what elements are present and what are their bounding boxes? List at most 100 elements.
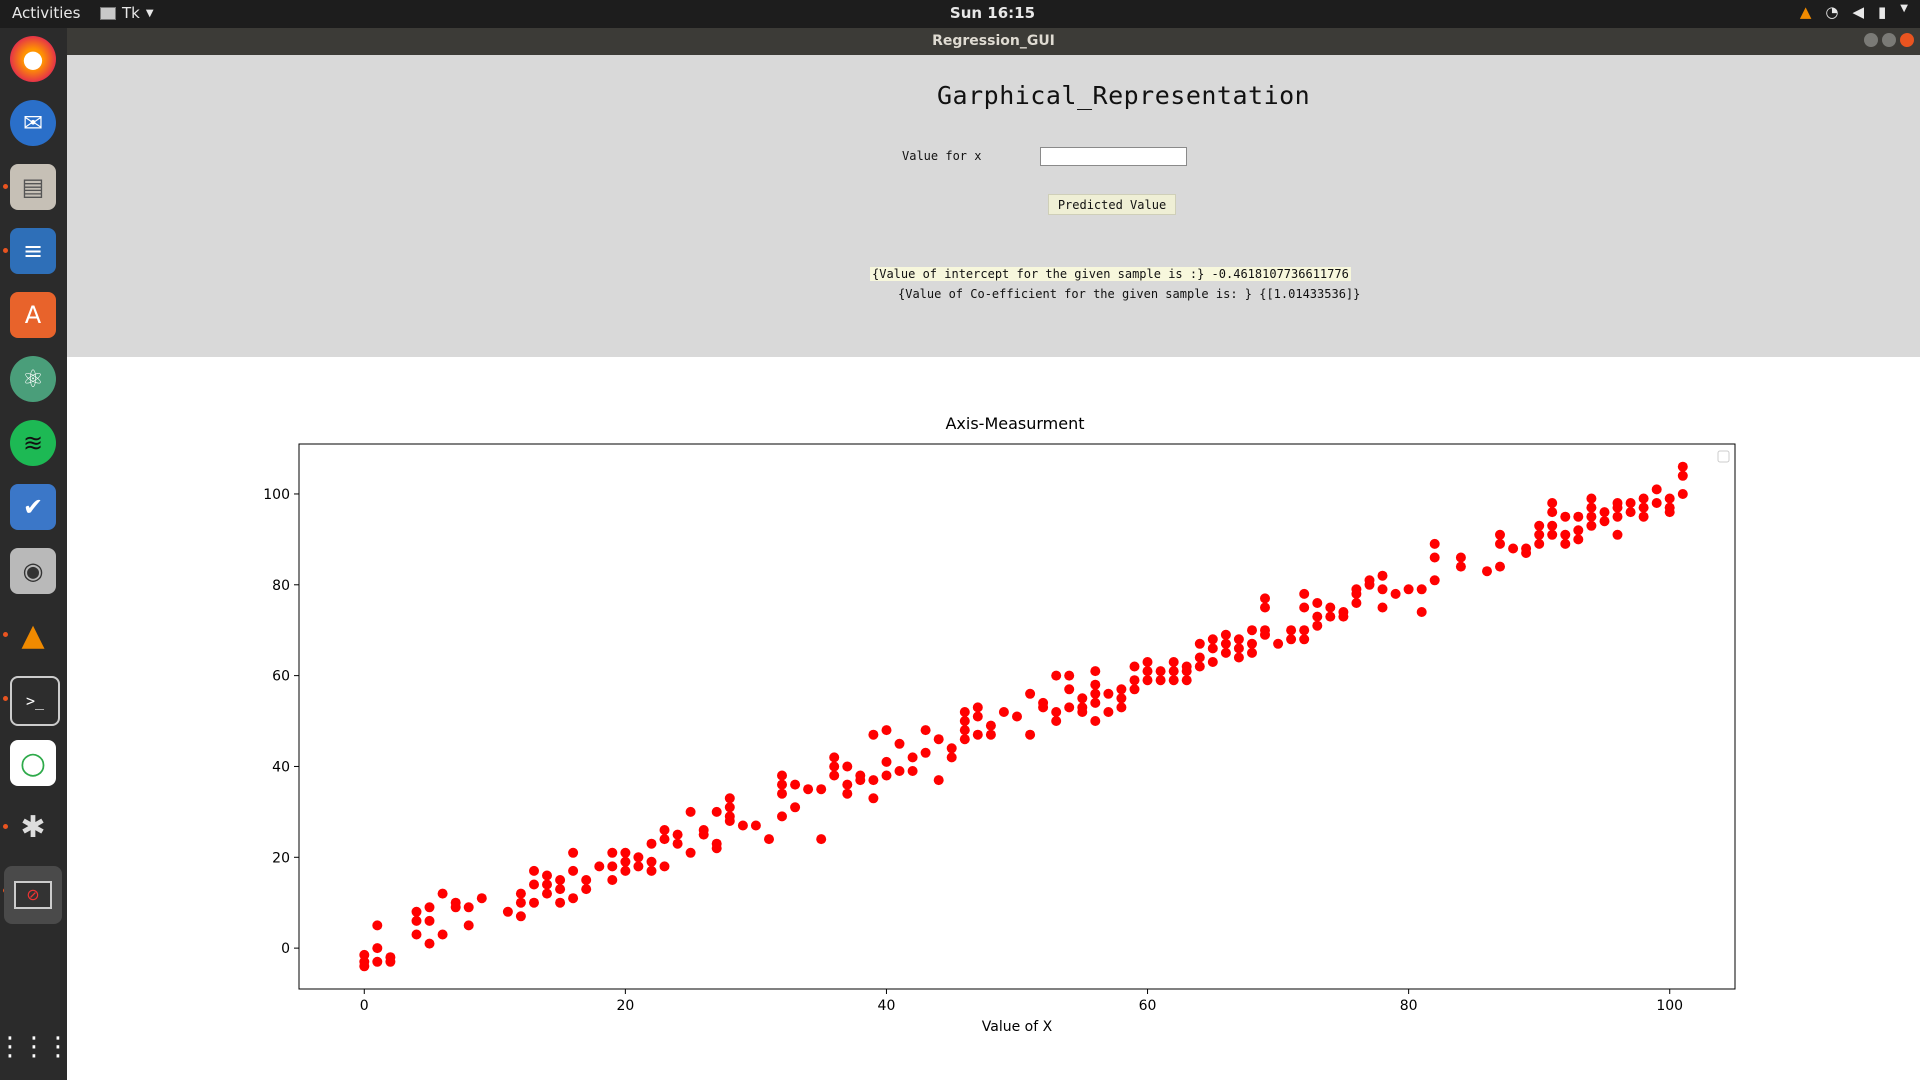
data-point xyxy=(1586,502,1597,513)
data-point xyxy=(1168,657,1179,667)
coefficient-result: {Value of Co-efficient for the given sam… xyxy=(898,287,1361,301)
spotify-icon[interactable]: ≋ xyxy=(10,420,56,466)
data-point xyxy=(685,847,696,858)
data-point xyxy=(607,861,618,872)
data-point xyxy=(1233,643,1244,654)
data-point xyxy=(1625,498,1636,508)
data-point xyxy=(542,888,552,899)
data-point xyxy=(1664,493,1675,504)
data-point xyxy=(1429,538,1440,549)
data-point xyxy=(1260,593,1270,604)
data-point xyxy=(972,711,983,722)
x-tick-label: 80 xyxy=(1400,998,1418,1014)
data-point xyxy=(1651,484,1662,495)
data-point xyxy=(1064,670,1075,681)
data-point xyxy=(933,775,944,786)
vlc-tray-icon[interactable]: ▲ xyxy=(1799,3,1812,21)
data-point xyxy=(698,829,709,840)
data-point xyxy=(633,852,644,863)
data-point xyxy=(502,906,513,917)
data-point xyxy=(1220,629,1231,640)
data-point xyxy=(672,829,683,840)
data-point xyxy=(816,834,827,845)
data-point xyxy=(372,920,383,931)
chevron-down-icon: ▼ xyxy=(145,7,154,19)
data-point xyxy=(1651,498,1662,508)
writer-icon[interactable]: ≡ xyxy=(10,228,56,274)
data-point xyxy=(568,893,579,904)
battery-icon: ▮ xyxy=(1878,3,1887,21)
data-point xyxy=(633,861,644,872)
close-icon[interactable] xyxy=(1900,33,1914,47)
tk-app-small-icon xyxy=(100,6,116,20)
plot-area: Axis-Measurment 0 20 40 60 80 100 0 20 40 60 80 10… xyxy=(67,357,1920,1080)
data-point xyxy=(529,897,539,908)
files-icon[interactable]: ▤ xyxy=(10,164,56,210)
software-icon[interactable]: A xyxy=(10,292,56,338)
data-point xyxy=(829,761,840,772)
data-point xyxy=(1429,552,1440,563)
sync-icon[interactable]: ○ xyxy=(10,740,56,786)
data-point xyxy=(790,802,801,813)
web-icon[interactable]: ✱ xyxy=(20,809,46,845)
running-indicator xyxy=(3,184,8,189)
data-point xyxy=(842,761,853,772)
data-point xyxy=(1534,529,1545,540)
show-apps-icon[interactable]: ⋮⋮⋮ xyxy=(0,1032,71,1062)
data-point xyxy=(881,756,892,767)
data-point xyxy=(946,752,957,763)
data-point xyxy=(777,779,787,790)
thunderbird-icon[interactable]: ✉ xyxy=(10,100,56,146)
minimize-icon[interactable] xyxy=(1864,33,1878,47)
x-value-label: Value for x xyxy=(902,149,982,163)
data-point xyxy=(1547,520,1558,531)
data-point xyxy=(894,738,905,749)
tk-app-icon[interactable]: ⊘ xyxy=(4,866,62,924)
data-point xyxy=(1612,529,1623,540)
data-point xyxy=(1599,507,1610,518)
data-point xyxy=(842,788,853,799)
app-menu[interactable]: Tk ▼ xyxy=(100,4,154,22)
data-point xyxy=(1495,529,1505,540)
maximize-icon[interactable] xyxy=(1882,33,1896,47)
data-point xyxy=(1299,602,1310,613)
atom-icon[interactable]: ⚛ xyxy=(10,356,56,402)
data-point xyxy=(1312,598,1323,608)
tasks-icon[interactable]: ✔ xyxy=(10,484,56,530)
data-point xyxy=(1638,493,1649,504)
x-value-input[interactable] xyxy=(1040,147,1187,166)
window-titlebar[interactable]: Regression_GUI xyxy=(67,28,1920,55)
data-point xyxy=(1051,707,1062,717)
data-point xyxy=(450,902,461,913)
data-point xyxy=(1403,584,1414,595)
data-point xyxy=(816,784,827,795)
data-point xyxy=(1482,566,1492,577)
data-point xyxy=(607,875,618,885)
firefox-icon[interactable]: ● xyxy=(10,36,56,82)
clock[interactable]: Sun 16:15 xyxy=(949,4,1036,22)
y-tick-label: 20 xyxy=(272,850,290,866)
data-point xyxy=(933,734,944,745)
data-point xyxy=(1573,534,1584,545)
data-point xyxy=(411,915,422,926)
activities-button[interactable]: Activities xyxy=(12,4,81,22)
data-point xyxy=(1547,529,1558,540)
y-tick-label: 80 xyxy=(272,578,290,594)
data-point xyxy=(646,865,657,876)
data-point xyxy=(1116,702,1127,713)
system-tray[interactable]: ▲ ◔ ◀ ▮ ▼ xyxy=(1800,3,1908,21)
data-point xyxy=(1181,666,1192,677)
data-point xyxy=(1286,634,1297,645)
data-point xyxy=(1286,625,1297,636)
data-point xyxy=(1129,684,1140,695)
data-point xyxy=(737,820,748,831)
data-point xyxy=(1207,634,1218,645)
scatter-chart: Axis-Measurment 0 20 40 60 80 100 0 20 40 60 80 10… xyxy=(263,414,1736,1035)
data-point xyxy=(1664,502,1675,513)
terminal-icon[interactable]: >_ xyxy=(10,676,60,726)
camera-icon[interactable]: ◉ xyxy=(10,548,56,594)
data-point xyxy=(777,788,787,799)
predict-button[interactable]: Predicted Value xyxy=(1048,194,1176,215)
data-point xyxy=(659,825,670,835)
vlc-icon[interactable]: ▲ xyxy=(21,617,45,653)
